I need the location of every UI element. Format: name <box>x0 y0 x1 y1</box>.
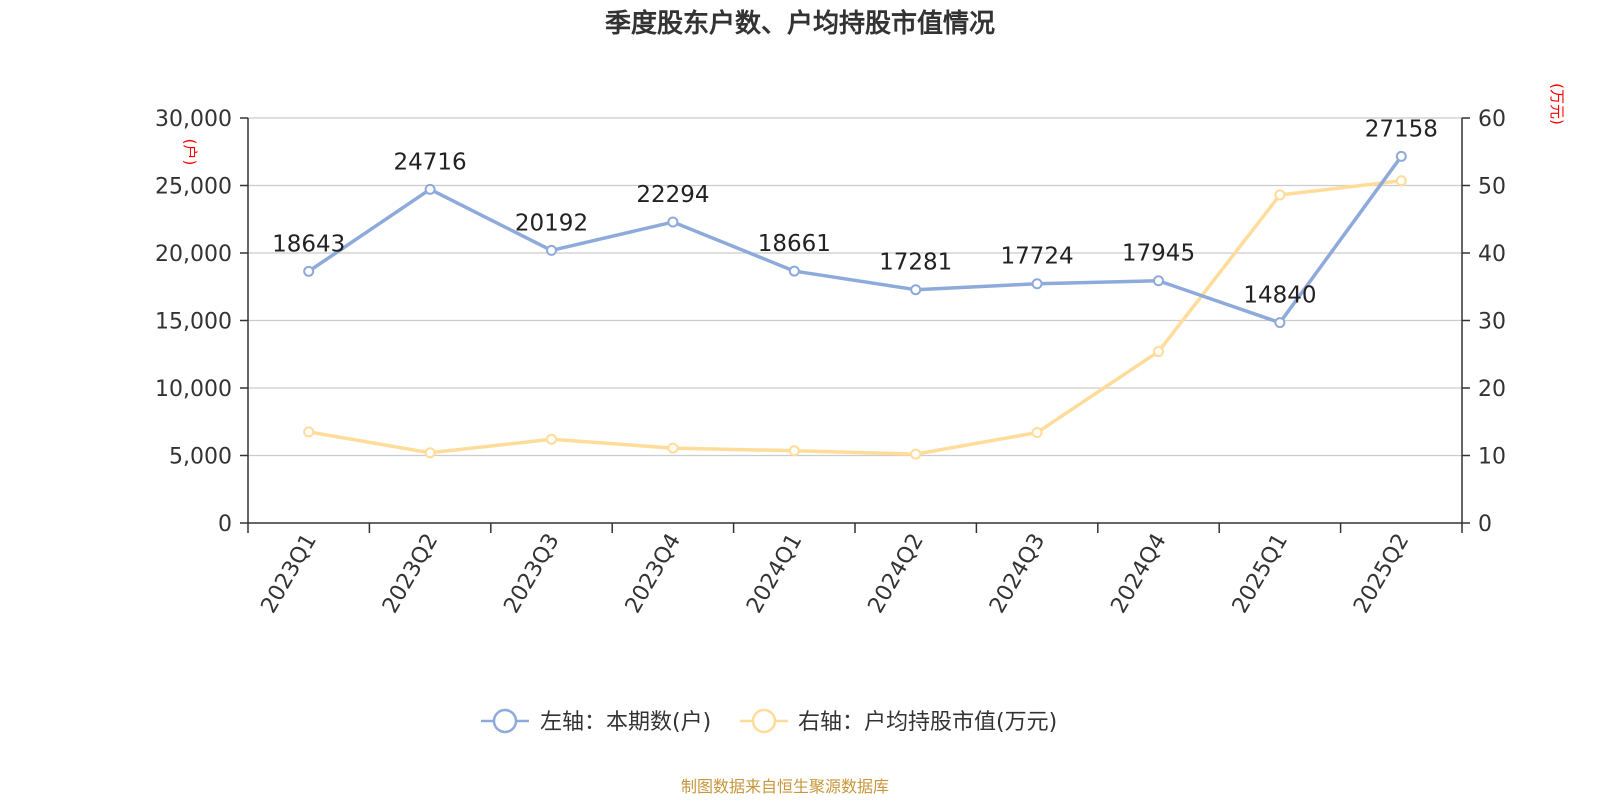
legend-circle-icon <box>751 708 777 734</box>
data-label: 17281 <box>879 250 952 276</box>
left-axis-tick-label: 10,000 <box>155 377 232 402</box>
right-axis-tick-label: 60 <box>1478 107 1506 132</box>
point-avg-value <box>1031 427 1043 439</box>
left-axis-tick-label: 5,000 <box>169 445 232 470</box>
chart-title: 季度股东户数、户均持股市值情况 <box>605 8 995 39</box>
right-axis-tick-label: 20 <box>1478 377 1506 402</box>
point-avg-value <box>1395 175 1407 187</box>
data-label: 18643 <box>272 231 345 257</box>
right-axis-tick-label: 40 <box>1478 242 1506 267</box>
point-avg-value <box>667 442 679 454</box>
x-axis-tick-label: 2024Q1 <box>742 530 807 618</box>
left-axis-tick-label: 15,000 <box>155 310 232 335</box>
left-axis-tick-label: 30,000 <box>155 107 232 132</box>
x-axis-tick-label: 2024Q4 <box>1106 530 1171 618</box>
legend-label: 右轴：户均持股市值(万元) <box>798 710 1057 735</box>
left-axis-tick-label: 20,000 <box>155 242 232 267</box>
point-holders <box>1031 278 1043 290</box>
right-axis-tick-label: 50 <box>1478 175 1506 200</box>
point-avg-value <box>546 433 557 445</box>
legend-item-holders[interactable]: 左轴：本期数(户) <box>481 708 711 735</box>
data-label: 24716 <box>394 149 467 175</box>
x-axis-tick-label: 2023Q2 <box>378 530 443 618</box>
point-avg-value <box>1153 346 1164 358</box>
left-axis-tick-label: 25,000 <box>155 175 232 200</box>
left-axis-unit: (户) <box>181 139 199 166</box>
source-note: 制图数据来自恒生聚源数据库 <box>681 777 889 796</box>
point-avg-value <box>788 445 800 457</box>
x-axis-tick-label: 2023Q1 <box>257 530 322 618</box>
legend-item-avg-value[interactable]: 右轴：户均持股市值(万元) <box>740 708 1057 735</box>
data-label: 14840 <box>1243 283 1316 309</box>
left-axis-tick-label: 0 <box>218 512 232 537</box>
point-holders <box>1395 150 1407 162</box>
legend-circle-icon <box>492 708 518 734</box>
x-axis-tick-label: 2024Q2 <box>864 530 929 618</box>
x-axis-tick-label: 2024Q3 <box>985 530 1050 618</box>
x-axis-tick-label: 2025Q2 <box>1349 530 1414 618</box>
series-group <box>303 150 1407 460</box>
point-holders <box>303 265 315 277</box>
point-avg-value <box>424 447 436 459</box>
data-label: 22294 <box>636 182 709 208</box>
point-holders <box>667 216 679 228</box>
data-label: 18661 <box>758 231 831 257</box>
x-axis-tick-label: 2023Q4 <box>621 530 686 618</box>
point-avg-value <box>910 448 922 460</box>
x-axis-tick-label: 2025Q1 <box>1228 530 1293 618</box>
x-axis-tick-label: 2023Q3 <box>499 530 564 618</box>
point-holders <box>1274 317 1286 329</box>
point-holders <box>546 244 557 256</box>
legend: 左轴：本期数(户) 右轴：户均持股市值(万元) <box>481 708 1057 735</box>
point-holders <box>788 265 800 277</box>
data-label: 20192 <box>515 210 588 236</box>
point-holders <box>1153 275 1164 287</box>
point-holders <box>910 284 922 296</box>
legend-label: 左轴：本期数(户) <box>540 710 711 735</box>
point-holders <box>424 183 436 195</box>
right-axis-unit: (万元) <box>1548 83 1566 125</box>
data-label: 17724 <box>1001 244 1074 270</box>
grid-lines <box>248 117 1462 457</box>
point-avg-value <box>1274 189 1286 201</box>
point-avg-value <box>303 426 315 438</box>
right-axis-tick-label: 0 <box>1478 512 1492 537</box>
series-line-holders <box>307 155 1403 325</box>
right-axis-tick-label: 30 <box>1478 310 1506 335</box>
data-labels: 18643 24716 20192 22294 18661 17281 17724 17945… <box>272 116 1438 308</box>
series-line-avg-value <box>308 179 1402 456</box>
data-label: 27158 <box>1365 116 1438 142</box>
axes: 0 5,000 10,000 15,000 20,000 25,000 30,000 0 10 2… <box>155 107 1506 618</box>
right-axis-tick-label: 10 <box>1478 445 1506 470</box>
data-label: 17945 <box>1122 241 1195 267</box>
